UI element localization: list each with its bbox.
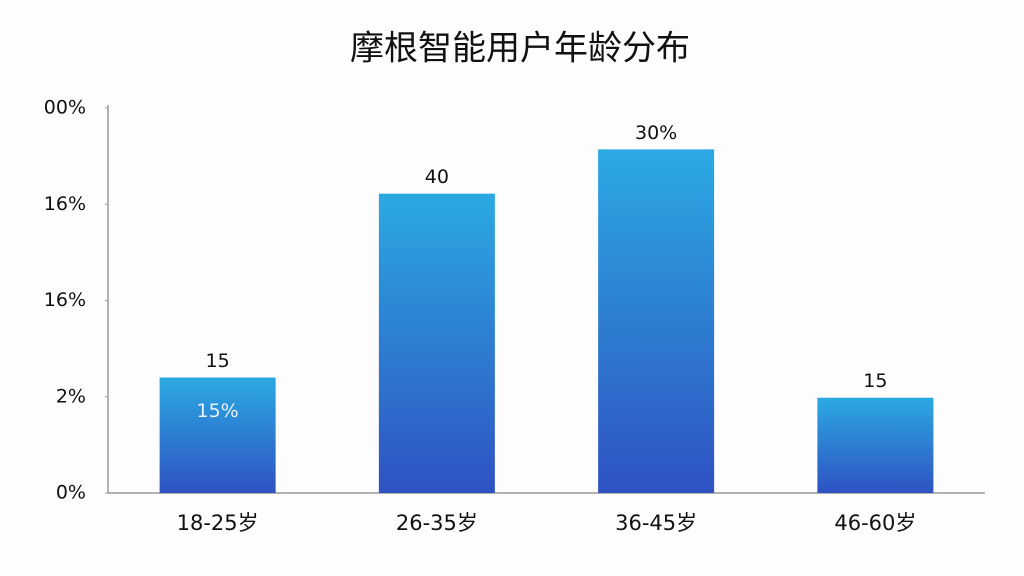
- chart-title: 摩根智能用户年龄分布: [350, 29, 690, 69]
- y-tick-label: 2%: [56, 385, 86, 407]
- bar-label: 30%: [635, 122, 677, 144]
- x-tick-label: 26-35岁: [396, 511, 478, 535]
- inner-label: 15%: [197, 400, 239, 422]
- y-tick-label: 16%: [44, 289, 86, 311]
- y-tick-label: 00%: [44, 97, 86, 119]
- y-tick-label: 16%: [44, 193, 86, 215]
- bar: [378, 193, 495, 493]
- bar: [817, 397, 934, 493]
- x-tick-label: 36-45岁: [615, 511, 697, 535]
- bar-label: 15: [863, 370, 887, 392]
- bar-label: 15: [206, 350, 230, 372]
- bar: [598, 149, 715, 493]
- x-tick-label: 46-60岁: [834, 511, 916, 535]
- y-tick-label: 0%: [56, 482, 86, 504]
- bar: [159, 377, 276, 493]
- x-tick-label: 18-25岁: [177, 511, 259, 535]
- bar-label: 40: [425, 166, 449, 188]
